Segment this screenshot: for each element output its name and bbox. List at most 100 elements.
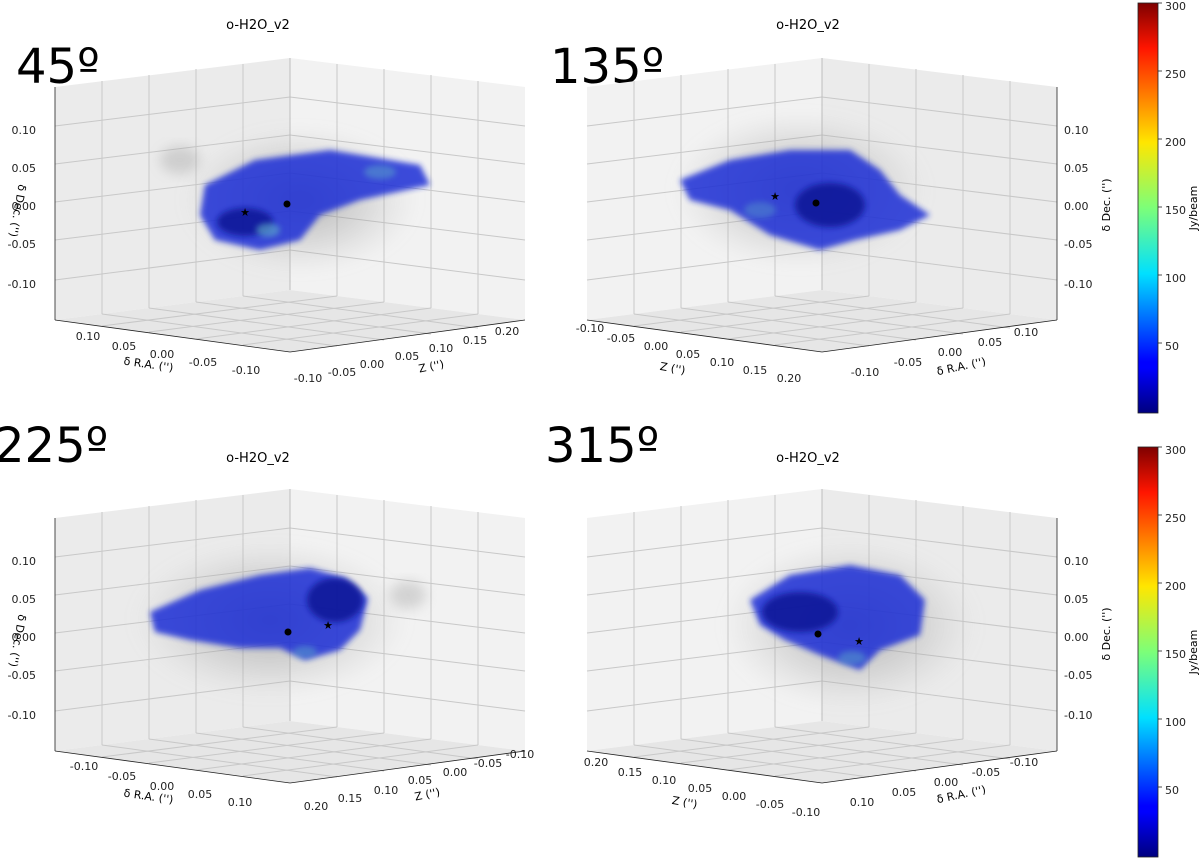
ra-ticks: -0.10 -0.05 0.00 0.05 0.10 <box>70 760 252 809</box>
svg-text:0.05: 0.05 <box>112 340 137 353</box>
emission-peak <box>364 165 396 179</box>
emission-peak <box>838 651 866 665</box>
svg-text:50: 50 <box>1165 784 1179 797</box>
svg-text:0.20: 0.20 <box>304 800 329 813</box>
pane-right <box>822 58 1057 320</box>
axis-lines <box>586 518 1058 784</box>
z-ticks: -0.10 -0.05 0.00 0.05 0.10 0.15 0.20 <box>576 322 801 385</box>
svg-text:100: 100 <box>1165 272 1186 285</box>
svg-text:0.00: 0.00 <box>934 776 959 789</box>
emission-dense <box>762 592 838 632</box>
svg-text:-0.10: -0.10 <box>851 366 879 379</box>
z-ticks: 0.20 0.15 0.10 0.05 0.00 -0.05 -0.10 <box>304 748 534 813</box>
svg-text:0.00: 0.00 <box>1064 200 1089 213</box>
svg-text:0.00: 0.00 <box>443 766 468 779</box>
colorbar-top: 300 250 200 150 100 50 Jy/beam <box>1137 0 1200 414</box>
svg-text:250: 250 <box>1165 68 1186 81</box>
svg-text:0.00: 0.00 <box>644 340 669 353</box>
svg-text:150: 150 <box>1165 204 1186 217</box>
dec-axis-label: δ Dec. ('') <box>1100 178 1113 231</box>
svg-text:0.10: 0.10 <box>429 342 454 355</box>
svg-text:0.05: 0.05 <box>892 786 917 799</box>
svg-text:-0.10: -0.10 <box>1064 709 1092 722</box>
svg-text:-0.05: -0.05 <box>8 238 36 251</box>
svg-text:0.10: 0.10 <box>850 796 875 809</box>
panel-title: o-H2O_v2 <box>776 451 840 466</box>
panel-45: o-H2O_v2 45º <box>6 18 526 385</box>
svg-text:0.20: 0.20 <box>584 756 609 769</box>
svg-text:-0.10: -0.10 <box>576 322 604 335</box>
center-marker <box>814 630 822 638</box>
svg-text:-0.10: -0.10 <box>232 364 260 377</box>
svg-text:-0.05: -0.05 <box>1064 238 1092 251</box>
svg-text:250: 250 <box>1165 512 1186 525</box>
z-ticks: 0.20 0.15 0.10 0.05 0.00 -0.05 -0.10 <box>584 756 820 819</box>
svg-text:300: 300 <box>1165 0 1186 13</box>
ra-ticks: 0.10 0.05 0.00 -0.05 -0.10 <box>850 756 1038 809</box>
svg-text:-0.10: -0.10 <box>1064 278 1092 291</box>
panel-title: o-H2O_v2 <box>226 451 290 466</box>
panel-315: o-H2O_v2 315º ★ <box>545 418 1113 819</box>
axis-lines <box>54 87 526 353</box>
emission-peak <box>293 646 317 658</box>
center-marker <box>812 199 820 207</box>
emission-cloud: ★ <box>160 125 430 275</box>
svg-text:-0.05: -0.05 <box>8 669 36 682</box>
svg-text:150: 150 <box>1165 648 1186 661</box>
haze-knot <box>390 581 426 609</box>
svg-text:0.05: 0.05 <box>676 348 701 361</box>
svg-text:0.00: 0.00 <box>150 780 175 793</box>
axis-lines <box>586 87 1058 353</box>
emission-cloud: ★ <box>720 540 980 710</box>
svg-text:-0.05: -0.05 <box>108 770 136 783</box>
ra-ticks: -0.10 -0.05 0.00 0.05 0.10 <box>851 326 1038 379</box>
colorbar-label: Jy/beam <box>1187 186 1200 232</box>
emission-peak <box>744 202 776 218</box>
svg-text:0.05: 0.05 <box>978 336 1003 349</box>
panel-225: o-H2O_v2 225º <box>0 418 534 813</box>
svg-text:0.10: 0.10 <box>1064 555 1089 568</box>
svg-text:0.00: 0.00 <box>12 631 37 644</box>
emission-cloud: ★ <box>670 110 930 270</box>
view-angle-label: 315º <box>545 418 659 474</box>
z-axis-label: Z ('') <box>417 358 445 376</box>
svg-text:-0.10: -0.10 <box>70 760 98 773</box>
dec-ticks: 0.10 0.05 0.00 -0.05 -0.10 <box>1064 555 1092 722</box>
pane-floor <box>55 721 525 783</box>
svg-text:0.10: 0.10 <box>12 124 37 137</box>
ra-ticks: 0.10 0.05 0.00 -0.05 -0.10 <box>76 330 260 377</box>
colorbar-bottom: 300 250 200 150 100 50 Jy/beam <box>1137 444 1200 858</box>
svg-text:-0.05: -0.05 <box>328 366 356 379</box>
emission-peak <box>256 223 280 237</box>
svg-text:0.10: 0.10 <box>652 774 677 787</box>
svg-text:0.15: 0.15 <box>618 766 643 779</box>
star-marker: ★ <box>854 635 864 648</box>
colorbar-label: Jy/beam <box>1187 630 1200 676</box>
svg-text:0.10: 0.10 <box>228 796 253 809</box>
dec-ticks: 0.10 0.05 0.00 -0.05 -0.10 <box>8 555 36 722</box>
haze-knot <box>160 146 200 174</box>
panel-title: o-H2O_v2 <box>776 18 840 33</box>
panel-title: o-H2O_v2 <box>226 18 290 33</box>
svg-text:0.05: 0.05 <box>1064 162 1089 175</box>
pane-floor <box>587 290 1057 352</box>
svg-text:0.00: 0.00 <box>938 346 963 359</box>
svg-text:0.00: 0.00 <box>360 358 385 371</box>
svg-text:0.00: 0.00 <box>722 790 747 803</box>
colorbar-ticks: 300 250 200 150 100 50 <box>1165 444 1186 797</box>
emission-core <box>750 565 925 670</box>
star-marker: ★ <box>770 190 780 203</box>
view-angle-label: 225º <box>0 418 108 474</box>
star-marker: ★ <box>240 206 250 219</box>
svg-text:-0.10: -0.10 <box>8 709 36 722</box>
dec-ticks: 0.10 0.05 0.00 -0.05 -0.10 <box>8 124 36 291</box>
svg-text:0.10: 0.10 <box>1014 326 1039 339</box>
svg-text:0.00: 0.00 <box>150 348 175 361</box>
svg-text:-0.10: -0.10 <box>792 806 820 819</box>
z-axis-label: Z ('') <box>659 360 687 377</box>
emission-cloud: ★ <box>130 540 426 700</box>
svg-text:50: 50 <box>1165 340 1179 353</box>
svg-text:300: 300 <box>1165 444 1186 457</box>
center-marker <box>284 628 292 636</box>
dec-ticks: 0.10 0.05 0.00 -0.05 -0.10 <box>1064 124 1092 291</box>
